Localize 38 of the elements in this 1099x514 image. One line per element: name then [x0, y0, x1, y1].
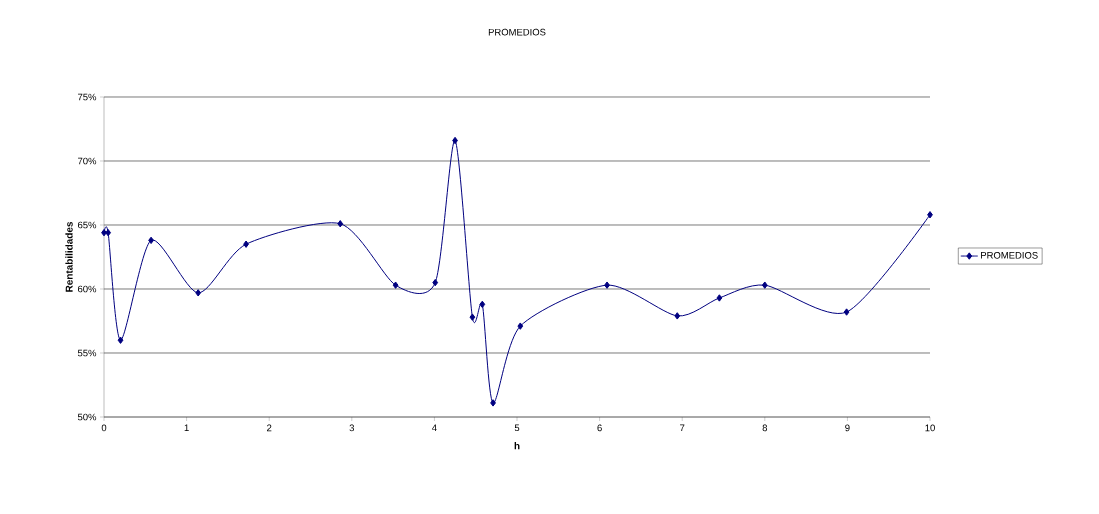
point: [479, 300, 486, 309]
y-tick-label: 55%: [77, 349, 97, 357]
x-tick-label: 5: [514, 424, 520, 432]
point: [432, 278, 439, 287]
point: [392, 281, 399, 289]
point: [761, 281, 768, 289]
y-axis-title: Rentabilidades: [65, 221, 73, 292]
point: [117, 336, 124, 344]
x-axis-title: h: [514, 442, 520, 450]
point: [105, 228, 112, 237]
point: [674, 312, 681, 320]
y-tick-label: 75%: [78, 93, 97, 101]
y-tick-label: 65%: [78, 221, 97, 229]
x-tick-label: 2: [267, 424, 272, 432]
chart-title: PROMEDIOS: [488, 28, 546, 36]
x-tick-label: 6: [597, 424, 602, 432]
point: [927, 211, 933, 219]
point: [604, 281, 610, 289]
x-tick-label: 4: [431, 424, 437, 432]
legend-label: PROMEDIOS: [981, 251, 1038, 259]
y-tick-label: 60%: [78, 285, 97, 293]
x-tick-label: 8: [762, 424, 768, 432]
point: [337, 220, 344, 228]
x-tick-label: 10: [925, 424, 935, 432]
point: [517, 322, 524, 330]
x-tick-label: 9: [845, 424, 850, 432]
x-tick-label: 1: [184, 424, 189, 432]
point: [490, 399, 496, 407]
x-tick-label: 7: [680, 424, 685, 432]
x-tick-label: 0: [101, 424, 107, 432]
point: [843, 308, 850, 316]
point: [243, 240, 249, 248]
y-tick-label: 70%: [78, 157, 97, 165]
point: [469, 313, 476, 321]
point: [716, 294, 723, 302]
y-tick-label: 50%: [77, 413, 97, 421]
x-tick-label: 3: [349, 424, 355, 432]
point: [195, 289, 202, 297]
